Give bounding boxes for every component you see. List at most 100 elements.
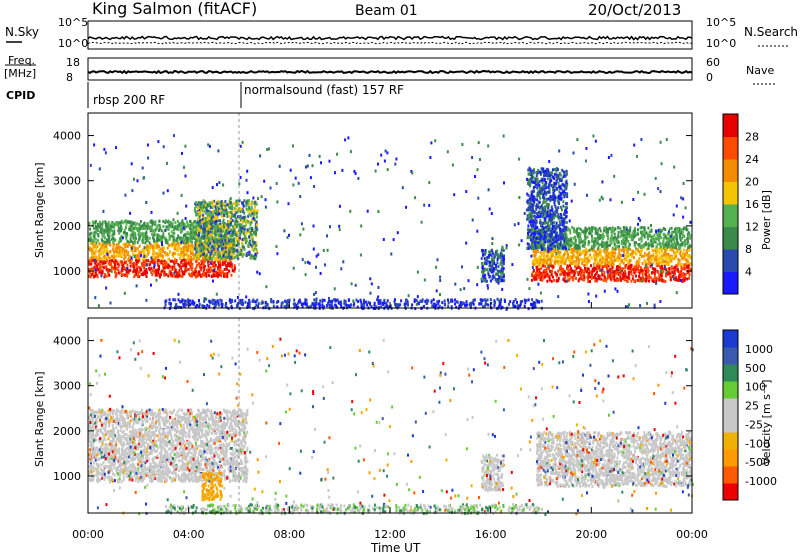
data-cell [134,233,137,237]
data-cell [207,231,210,235]
data-cell [222,229,225,233]
data-cell [255,243,258,247]
data-cell [99,248,102,252]
data-cell [242,215,245,219]
data-cell [537,276,540,280]
data-cell [599,253,602,257]
data-cell [247,214,250,218]
data-cell [683,244,686,248]
data-cell [99,228,102,232]
data-cell [139,227,142,231]
data-cell [143,226,146,230]
data-cell [177,228,180,232]
data-cell [125,245,128,249]
data-cell [151,269,154,273]
data-cell [216,210,219,214]
data-cell [148,241,151,245]
data-cell [654,240,657,244]
data-cell [640,239,643,243]
data-cell [243,227,246,231]
data-cell [98,258,101,262]
data-cell [648,279,650,283]
data-cell [119,260,122,264]
data-cell [660,236,663,240]
data-cell [203,209,206,213]
data-cell [662,227,665,230]
data-cell [163,270,166,274]
data-cell [560,220,563,223]
data-cell [179,221,182,225]
data-cell [214,263,217,267]
data-cell [233,245,236,249]
data-cell [680,232,682,236]
data-cell [88,274,91,278]
data-cell [555,180,558,183]
data-cell [229,206,232,210]
data-cell [597,246,600,250]
data-cell [223,247,225,251]
data-cell [224,272,227,276]
data-cell [202,256,205,260]
data-cell [607,237,610,241]
data-cell [120,227,123,231]
data-cell [219,265,222,269]
data-cell [191,228,194,232]
data-cell [126,253,129,257]
data-cell [569,231,572,235]
data-cell [111,229,114,233]
data-cell [594,243,597,247]
data-cell [233,267,236,271]
data-cell [112,255,115,259]
data-cell [219,209,221,213]
data-cell [205,268,208,272]
data-cell [156,242,159,246]
data-cell [133,240,136,244]
data-cell [594,279,597,283]
data-cell [151,244,154,248]
data-cell [182,258,185,262]
data-cell [554,261,557,265]
data-cell [627,260,630,264]
data-cell [107,239,110,243]
data-cell [154,246,157,250]
data-cell [645,231,648,235]
data-cell [168,237,171,241]
data-cell [546,240,549,244]
data-cell [674,265,676,269]
data-cell [539,250,542,254]
data-cell [197,270,200,274]
data-cell [97,268,100,272]
data-cell [91,253,94,257]
data-cell [185,245,188,249]
data-cell [122,231,125,235]
data-cell [214,270,217,274]
data-cell [92,226,95,230]
data-cell [687,245,690,249]
data-cell [89,275,92,279]
data-cell [643,267,646,270]
data-cell [646,258,649,261]
data-cell [670,259,673,263]
data-cell [681,253,684,257]
data-cell [178,273,181,277]
data-cell [196,252,199,256]
data-cell [218,223,221,226]
data-cell [108,260,111,263]
data-cell [121,264,124,268]
data-cell [574,246,577,250]
data-cell [205,253,208,257]
data-cell [581,262,584,265]
data-cell [230,207,233,211]
data-cell [197,254,200,258]
data-cell [101,261,104,265]
data-cell [109,249,112,253]
data-cell [203,244,206,248]
data-cell [226,261,229,265]
data-cell [171,253,174,257]
data-cell [144,260,147,264]
data-cell [185,262,188,266]
data-cell [210,246,212,250]
data-cell [666,236,669,240]
data-cell [131,229,133,233]
